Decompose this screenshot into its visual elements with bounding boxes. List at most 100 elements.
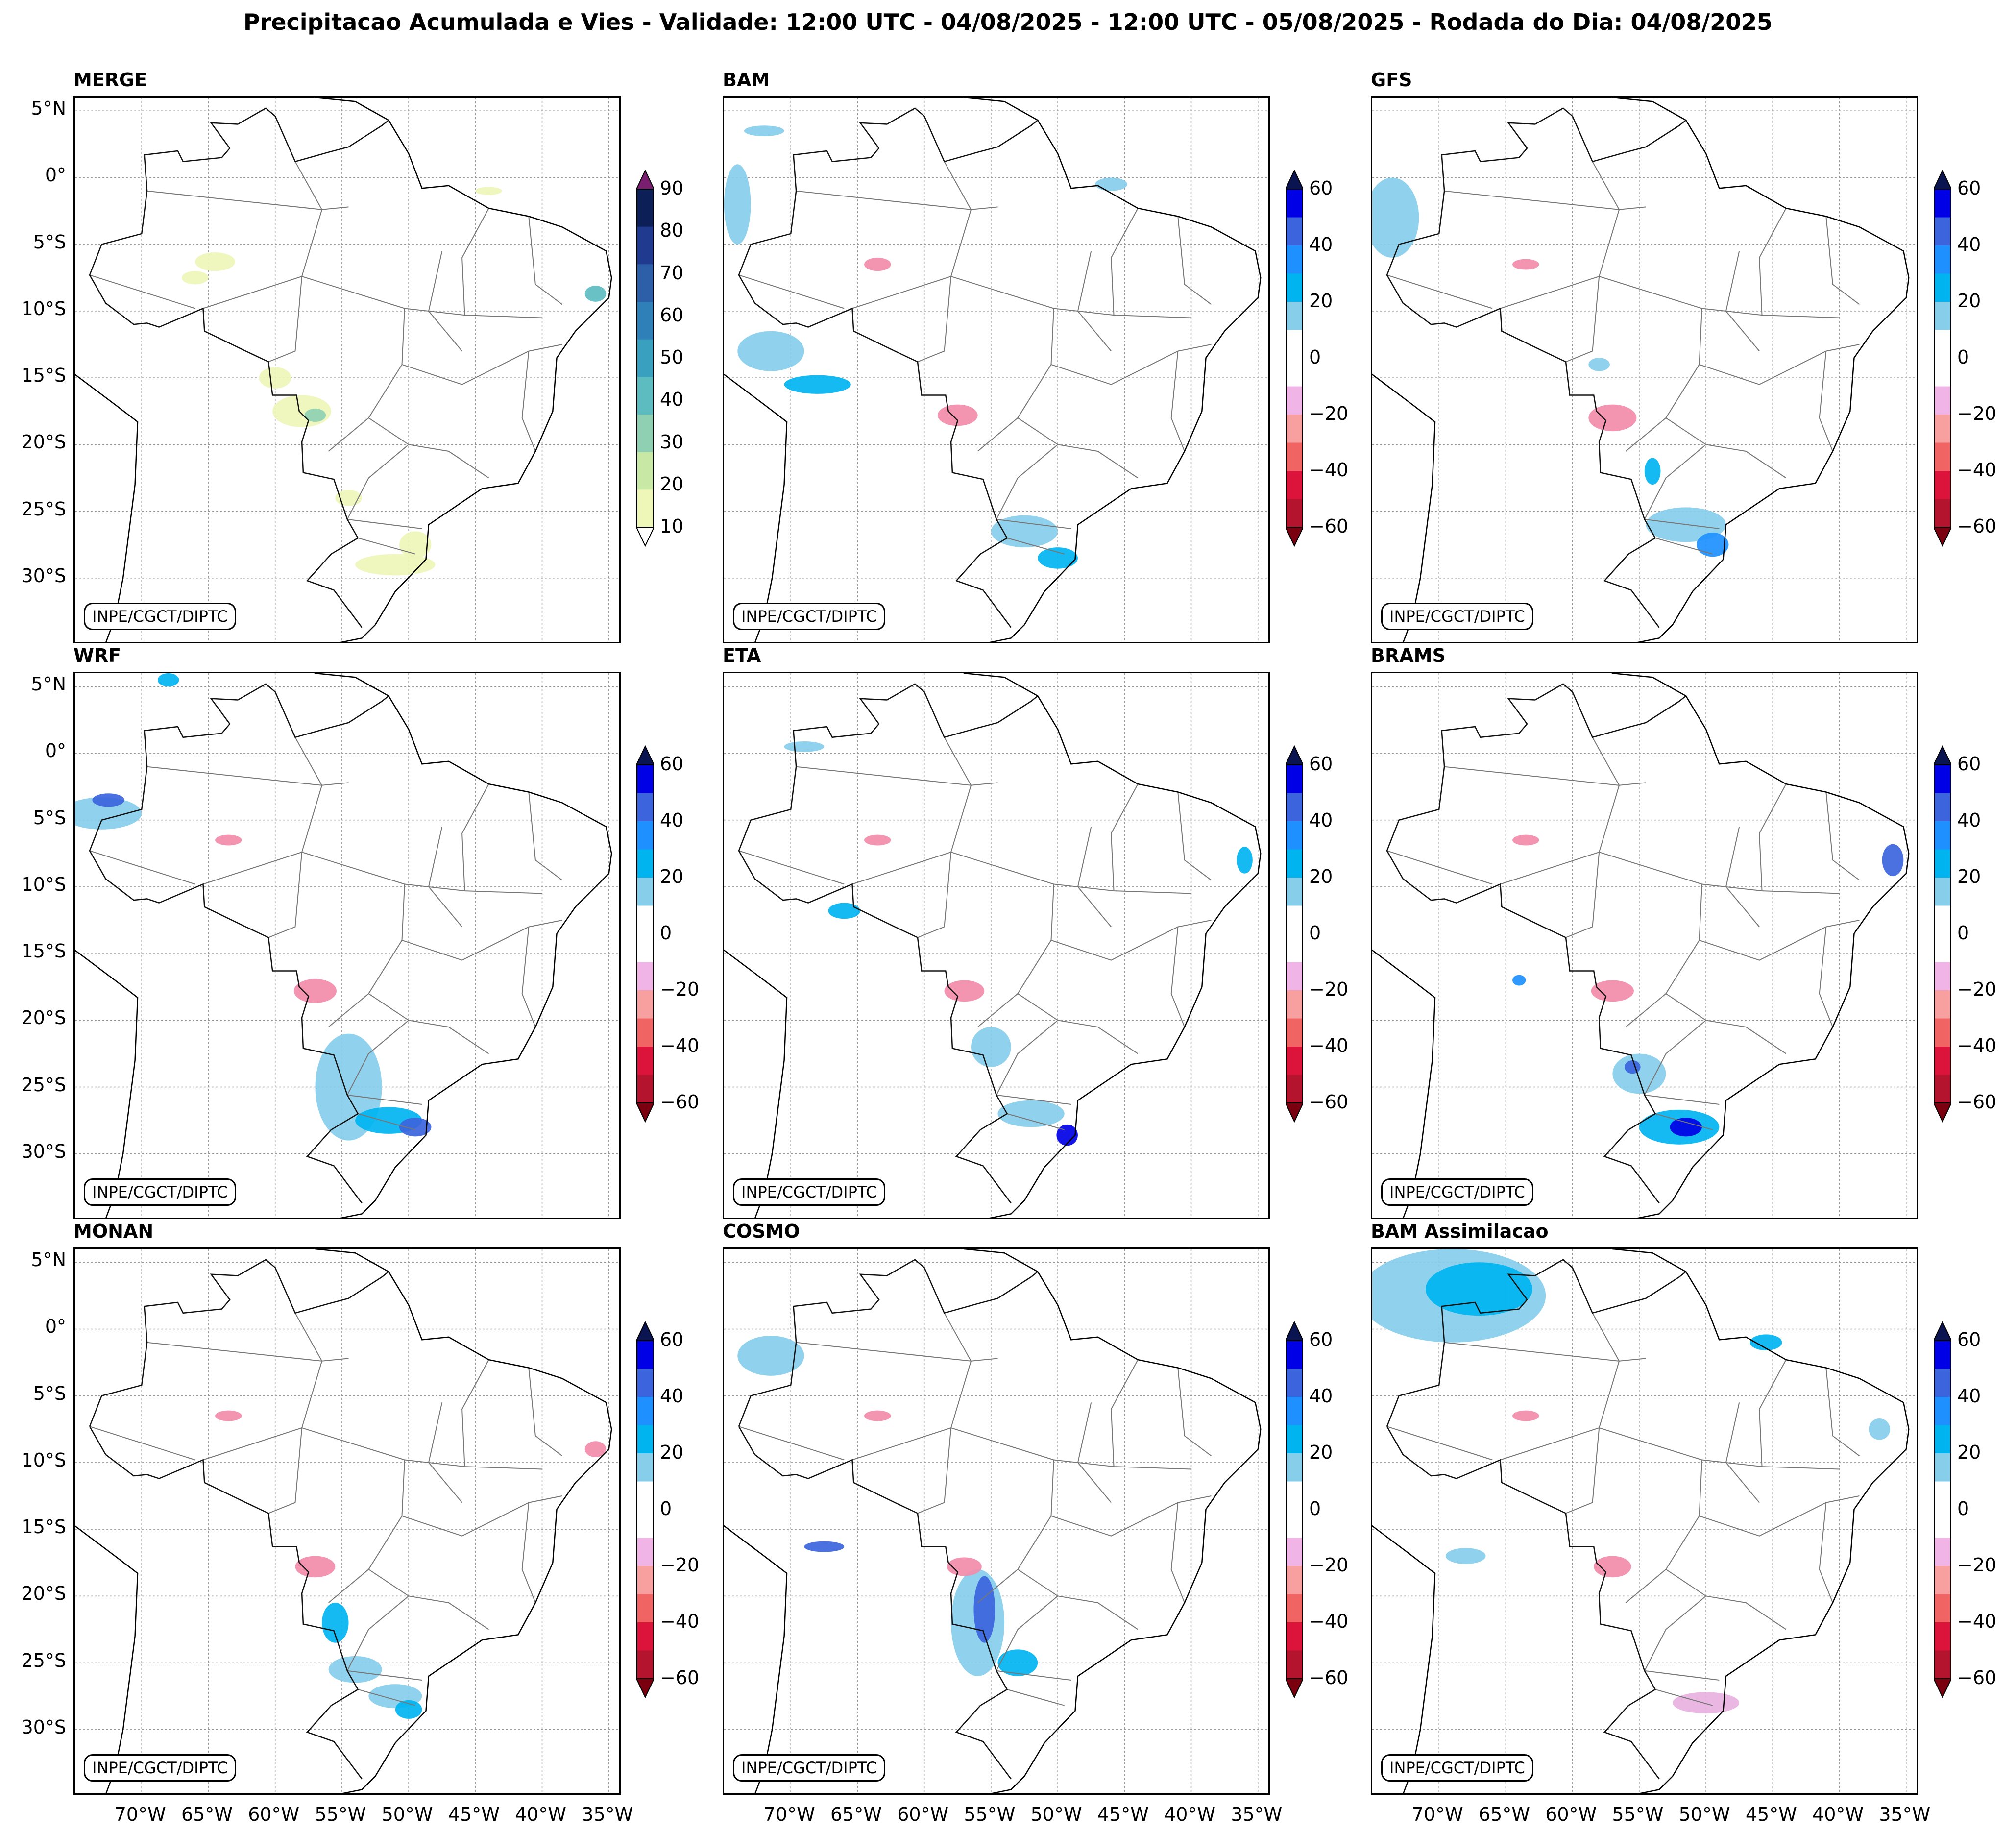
colorbar-segment — [1286, 415, 1303, 443]
coastline — [75, 673, 612, 1218]
state-border — [1655, 1689, 1713, 1706]
state-border — [796, 1342, 998, 1362]
colorbar-tick-label: 20 — [1957, 290, 1981, 312]
state-border — [852, 209, 972, 309]
state-border — [328, 884, 405, 1027]
colorbar-segment — [1934, 1566, 1951, 1594]
figure-title: Precipitacao Acumulada e Vies - Validade… — [243, 9, 1773, 35]
colorbar-tick-label: 40 — [1957, 234, 1981, 255]
map-canvas — [1372, 98, 1917, 642]
state-border — [358, 1113, 415, 1130]
precip-area — [1750, 1334, 1782, 1351]
colorbar-tick-label: 40 — [1957, 1385, 1981, 1407]
precip-area — [215, 1410, 242, 1421]
colorbar-tick-label: 70 — [660, 262, 684, 284]
colorbar-segment — [1286, 934, 1303, 962]
colorbar-tick-label: 60 — [1309, 177, 1333, 199]
panel-title-bam: BAM — [723, 69, 770, 91]
colorbar-segment — [1286, 1047, 1303, 1075]
colorbar-tick-label: −40 — [660, 1611, 700, 1632]
state-border — [977, 308, 1054, 452]
colorbar-extend-down-icon — [1285, 1102, 1304, 1123]
colorbar-segment — [1286, 1566, 1303, 1594]
colorbar-tick-label: −60 — [660, 1091, 700, 1113]
colorbar-extend-down-icon — [1933, 1678, 1952, 1699]
colorbar-segment — [636, 1341, 654, 1369]
panel-title-monan: MONAN — [73, 1221, 154, 1242]
colorbar-tick-label: −40 — [1957, 1611, 1997, 1632]
state-border — [328, 1460, 405, 1603]
precip-area — [804, 1541, 845, 1552]
precip-area — [1644, 458, 1661, 485]
colorbar-segment — [636, 1425, 654, 1454]
colorbar-extend-up-icon — [1285, 1320, 1304, 1341]
colorbar-tick-label: 0 — [1957, 922, 1969, 944]
lon-tick-label: 50°W — [1678, 1804, 1730, 1825]
state-border — [368, 993, 489, 1054]
colorbar-segment — [1286, 1341, 1303, 1369]
colorbar-segment — [1934, 962, 1951, 991]
colorbar-segment — [1934, 415, 1951, 443]
lat-tick-label: 5°S — [33, 231, 66, 253]
colorbar-tick-label: 40 — [1309, 809, 1333, 831]
lon-tick-label: 40°W — [515, 1804, 566, 1825]
state-border — [996, 518, 1071, 529]
colorbar-tick-label: 60 — [660, 304, 684, 326]
state-border — [1500, 785, 1620, 885]
precip-area — [944, 980, 985, 1002]
state-border — [347, 1670, 422, 1681]
colorbar-tick-label: 30 — [660, 431, 684, 453]
colorbar-segment — [636, 377, 654, 415]
precip-area — [828, 903, 860, 919]
colorbar-segment — [1934, 1047, 1951, 1075]
precip-area — [195, 252, 235, 271]
state-border — [1599, 1427, 1840, 1470]
country-border — [89, 850, 363, 1204]
lon-tick-label: 35°W — [582, 1804, 633, 1825]
colorbar-extend-down-icon — [1285, 1678, 1304, 1699]
colorbar-segment — [1286, 358, 1303, 387]
colorbar-segment — [1286, 1075, 1303, 1103]
state-border — [917, 1428, 952, 1514]
credit-badge: INPE/CGCT/DIPTC — [733, 1754, 885, 1782]
colorbar-frame — [1934, 1340, 1951, 1679]
colorbar-segment — [1934, 302, 1951, 330]
state-border — [1111, 1359, 1139, 1467]
state-border — [1592, 737, 1620, 786]
colorbar-segment — [1934, 273, 1951, 302]
lon-tick-label: 65°W — [830, 1804, 882, 1825]
colorbar-segment — [636, 339, 654, 377]
map-merge: INPE/CGCT/DIPTC — [73, 96, 621, 643]
colorbar-segment — [636, 1538, 654, 1566]
state-border — [1665, 1569, 1787, 1630]
precip-area — [399, 1118, 432, 1137]
colorbar-segment — [1286, 905, 1303, 934]
colorbar-segment — [636, 934, 654, 962]
map-cosmo: INPE/CGCT/DIPTC — [723, 1247, 1270, 1795]
colorbar-tick-label: 90 — [660, 177, 684, 199]
colorbar-segment — [1286, 1453, 1303, 1482]
state-border — [1655, 538, 1713, 555]
state-border — [428, 251, 462, 352]
state-border — [358, 1689, 415, 1706]
precip-area — [259, 367, 291, 389]
lat-tick-label: 30°S — [21, 564, 66, 587]
colorbar-tick-label: −40 — [1309, 1611, 1349, 1632]
colorbar-precip — [635, 169, 655, 547]
lon-tick-label: 60°W — [248, 1804, 300, 1825]
lat-tick-label: 25°S — [21, 498, 66, 520]
colorbar-frame — [1934, 189, 1951, 528]
state-border — [1625, 308, 1702, 452]
state-border — [346, 1595, 409, 1671]
map-canvas — [1372, 673, 1917, 1218]
colorbar-segment — [1286, 1369, 1303, 1397]
lat-tick-label: 30°S — [21, 1716, 66, 1738]
precip-area — [1445, 1548, 1486, 1564]
state-border — [521, 351, 536, 452]
precip-area — [1512, 259, 1539, 270]
state-border — [203, 1361, 322, 1461]
colorbar-segment — [1934, 1650, 1951, 1679]
state-border — [950, 1427, 1191, 1470]
state-border — [1007, 1689, 1065, 1706]
colorbar-segment — [1934, 878, 1951, 906]
